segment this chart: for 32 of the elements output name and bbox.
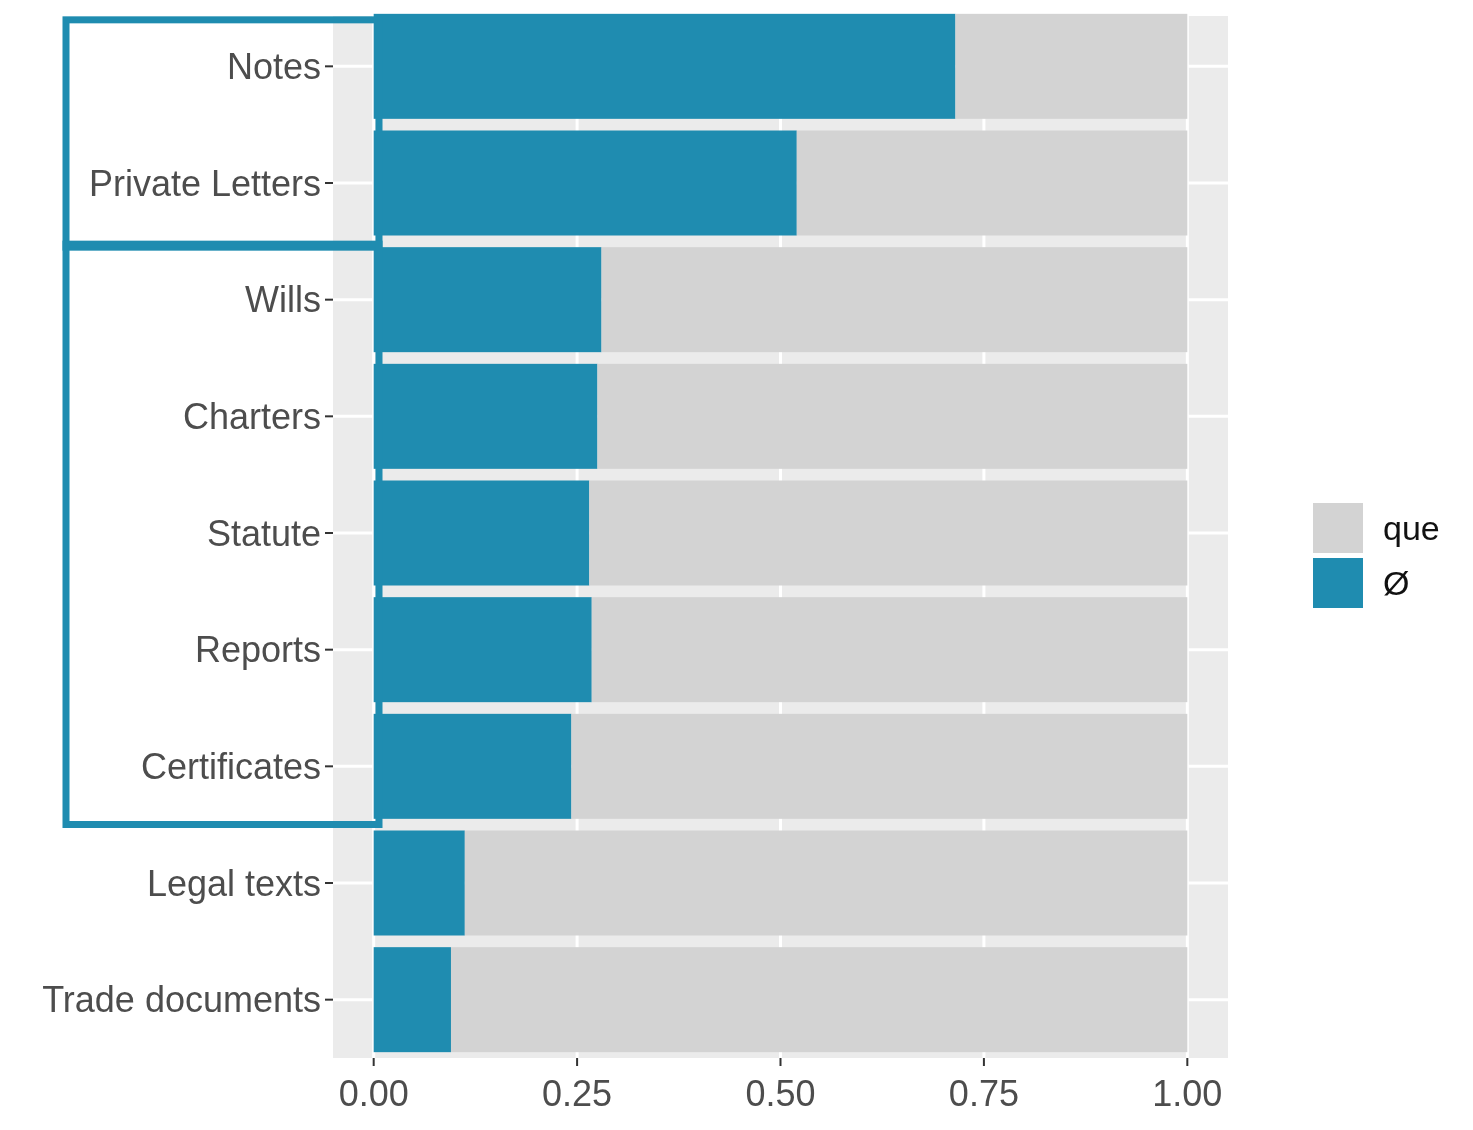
bar bbox=[373, 597, 592, 703]
y-tick-label: Statute bbox=[206, 512, 321, 554]
bar bbox=[591, 597, 1188, 703]
bar bbox=[571, 713, 1188, 819]
bar bbox=[450, 947, 1188, 1053]
bar bbox=[373, 247, 602, 353]
x-tick-label: 0.50 bbox=[745, 1073, 816, 1114]
x-tick-label: 0.00 bbox=[338, 1073, 409, 1114]
legend-label: Ø bbox=[1383, 563, 1410, 602]
x-tick-label: 1.00 bbox=[1152, 1073, 1223, 1114]
bar bbox=[373, 947, 451, 1053]
bar bbox=[589, 480, 1188, 586]
bar bbox=[796, 130, 1188, 236]
bar bbox=[955, 13, 1188, 119]
y-tick-label: Legal texts bbox=[146, 862, 321, 904]
y-tick-label: Charters bbox=[182, 395, 321, 437]
bar bbox=[373, 363, 598, 469]
bar bbox=[601, 247, 1188, 353]
y-tick-label: Trade documents bbox=[42, 979, 321, 1021]
y-tick-label: Wills bbox=[245, 279, 321, 321]
y-tick-label: Reports bbox=[194, 629, 321, 671]
bar bbox=[373, 480, 590, 586]
y-tick-label: Private Letters bbox=[88, 162, 321, 204]
x-tick-label: 0.25 bbox=[542, 1073, 613, 1114]
legend-label: que bbox=[1383, 508, 1440, 547]
y-tick-label: Certificates bbox=[140, 745, 321, 787]
bar bbox=[373, 830, 465, 936]
x-tick-label: 0.75 bbox=[948, 1073, 1019, 1114]
bar bbox=[597, 363, 1188, 469]
y-tick-label: Notes bbox=[226, 45, 321, 87]
bar bbox=[373, 713, 572, 819]
bar bbox=[464, 830, 1188, 936]
